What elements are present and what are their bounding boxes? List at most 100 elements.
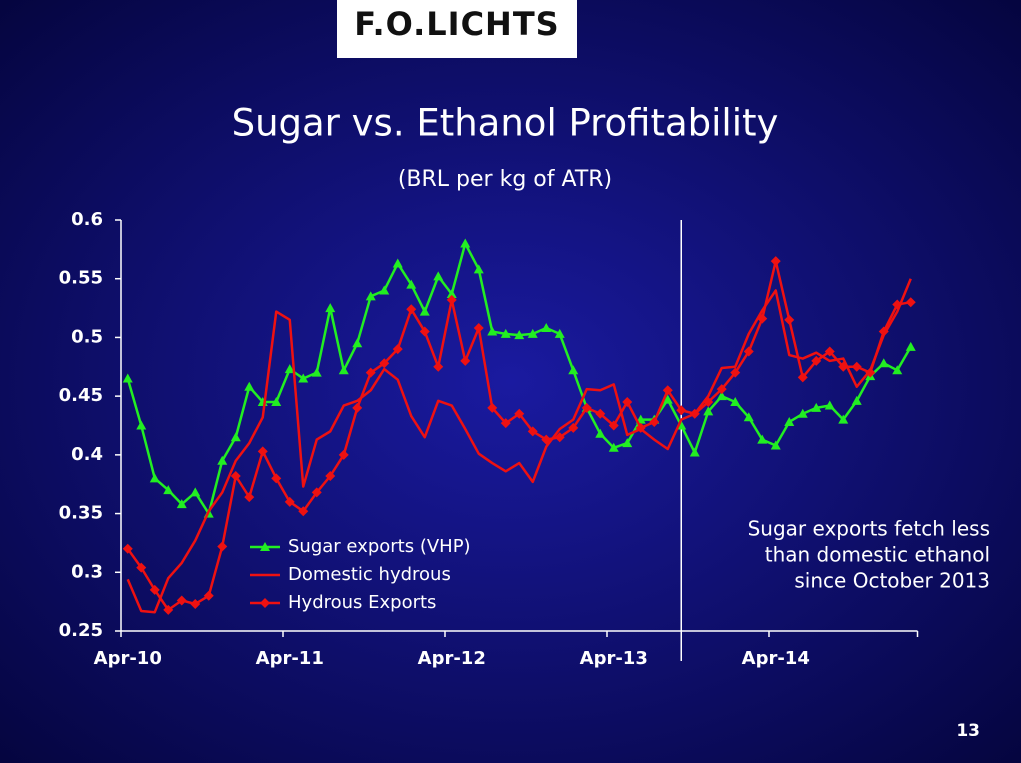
x-tick-label: Apr-13: [580, 648, 648, 669]
y-tick-label: 0.5: [71, 326, 103, 347]
point: [689, 408, 700, 419]
point: [149, 584, 160, 595]
point: [325, 470, 336, 481]
point: [379, 285, 390, 295]
annotation: Sugar exports fetch less: [748, 517, 990, 541]
point: [851, 361, 862, 372]
point: [325, 303, 336, 313]
point: [770, 256, 781, 267]
point: [811, 355, 822, 366]
point: [716, 391, 727, 401]
point: [433, 361, 444, 372]
point: [662, 394, 673, 404]
point: [784, 416, 795, 426]
x-tick-label: Apr-11: [256, 648, 324, 669]
point: [568, 365, 579, 375]
point: [122, 373, 133, 383]
point: [757, 313, 768, 324]
point: [500, 328, 511, 338]
y-tick-label: 0.55: [59, 268, 103, 289]
point: [595, 428, 606, 438]
y-tick-label: 0.45: [59, 385, 103, 406]
point: [487, 402, 498, 413]
point: [433, 271, 444, 281]
point: [770, 440, 781, 450]
point: [311, 367, 322, 377]
annotation: than domestic ethanol: [765, 543, 990, 567]
point: [500, 418, 511, 429]
y-tick-label: 0.35: [59, 503, 103, 524]
point: [136, 562, 147, 573]
point: [514, 330, 525, 340]
x-tick-label: Apr-14: [742, 648, 810, 669]
x-tick-label: Apr-10: [94, 648, 162, 669]
point: [284, 364, 295, 374]
point: [878, 358, 889, 368]
point: [244, 492, 255, 503]
point: [298, 506, 309, 517]
point: [797, 372, 808, 383]
series-line: [126, 278, 912, 614]
point: [122, 543, 133, 554]
point: [541, 323, 552, 333]
slide-number: 13: [956, 721, 980, 741]
point: [635, 422, 646, 433]
point: [824, 400, 835, 410]
point: [554, 432, 565, 443]
point: [406, 279, 417, 289]
point: [257, 446, 268, 457]
point: [271, 397, 282, 407]
point: [217, 455, 228, 465]
point: [460, 238, 471, 248]
point: [757, 434, 768, 444]
point: [865, 367, 876, 378]
point: [649, 416, 660, 427]
point: [149, 473, 160, 483]
point: [784, 314, 795, 325]
point: [338, 365, 349, 375]
point: [365, 291, 376, 301]
point: [878, 326, 889, 337]
legend-marker: [260, 598, 270, 608]
point: [811, 402, 822, 412]
point: [176, 499, 187, 509]
point: [217, 541, 228, 552]
chart-title: Sugar vs. Ethanol Profitability: [232, 102, 779, 145]
point: [163, 485, 174, 495]
y-tick-label: 0.25: [59, 620, 103, 641]
point: [608, 442, 619, 452]
point: [271, 473, 282, 484]
chart-subtitle: (BRL per kg of ATR): [398, 167, 612, 192]
point: [392, 258, 403, 268]
point: [541, 434, 552, 445]
point: [527, 426, 538, 437]
point: [230, 470, 241, 481]
legend-label: Domestic hydrous: [288, 564, 451, 585]
legend-label: Hydrous Exports: [288, 592, 436, 613]
point: [838, 414, 849, 424]
point: [730, 367, 741, 378]
point: [703, 397, 714, 408]
point: [298, 373, 309, 383]
point: [230, 432, 241, 442]
point: [851, 395, 862, 405]
point: [203, 590, 214, 601]
annotation: since October 2013: [794, 569, 990, 593]
point: [838, 361, 849, 372]
point: [284, 496, 295, 507]
point: [892, 365, 903, 375]
point: [352, 338, 363, 348]
point: [473, 323, 484, 334]
point: [446, 288, 457, 298]
point: [338, 449, 349, 460]
point: [581, 402, 592, 413]
point: [622, 397, 633, 408]
point: [460, 355, 471, 366]
point: [730, 397, 741, 407]
legend-label: Sugar exports (VHP): [288, 536, 471, 557]
point: [568, 422, 579, 433]
point: [244, 381, 255, 391]
point: [892, 299, 903, 310]
point: [446, 294, 457, 305]
